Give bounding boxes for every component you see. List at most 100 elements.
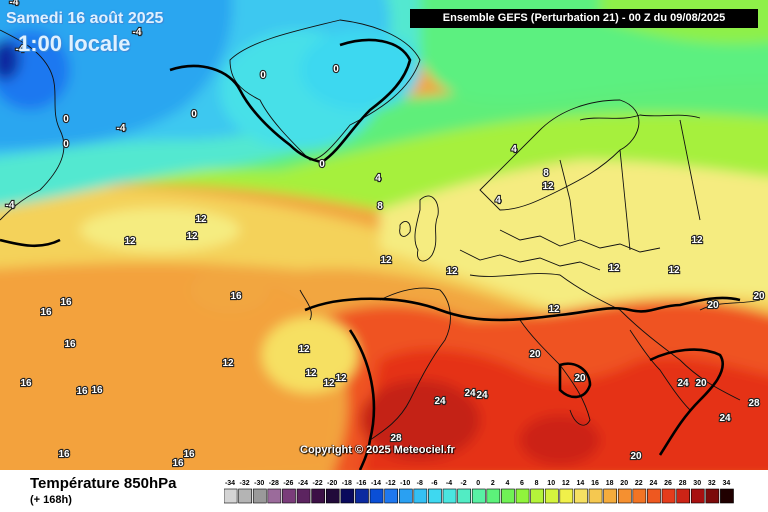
- isotherm-label: 12: [608, 263, 620, 274]
- local-time: 1:00 locale: [18, 31, 131, 56]
- forecast-step: (+ 168h): [30, 494, 72, 506]
- legend-tick-label: 12: [562, 480, 570, 487]
- legend-tick-label: -18: [342, 480, 352, 487]
- legend-tick-label: -32: [240, 480, 250, 487]
- legend-swatch: [428, 488, 442, 504]
- isotherm-label: 16: [230, 291, 242, 302]
- legend-swatch: [603, 488, 618, 504]
- legend-tick-label: -12: [386, 480, 396, 487]
- legend-swatch: [369, 488, 384, 504]
- legend-swatch: [238, 488, 253, 504]
- legend-swatch: [632, 488, 647, 504]
- legend-tick-label: 8: [535, 480, 539, 487]
- legend-tick-label: 16: [591, 480, 599, 487]
- isotherm-label: 20: [630, 451, 642, 462]
- isotherm-label: 12: [305, 368, 317, 379]
- isotherm-label: 4: [511, 144, 517, 155]
- legend-swatch: [267, 488, 282, 504]
- isotherm-label: 12: [222, 358, 234, 369]
- footer: Température 850hPa (+ 168h) -34 -32 -30 -28…: [0, 470, 768, 512]
- isotherm-label: 0: [191, 109, 197, 120]
- legend-tick-label: -22: [313, 480, 323, 487]
- isotherm-label: 20: [695, 378, 707, 389]
- legend-tick-label: 28: [679, 480, 687, 487]
- coastlines: [0, 19, 761, 441]
- legend-tick-label: 34: [723, 480, 731, 487]
- legend-tick-label: 2: [491, 480, 495, 487]
- legend-swatch: [282, 488, 296, 504]
- isotherm-label: 8: [377, 201, 383, 212]
- legend-swatch: [544, 488, 559, 504]
- isotherm-label: 16: [58, 449, 70, 460]
- isotherm-label: 12: [446, 266, 458, 277]
- isotherm-label: 16: [91, 385, 103, 396]
- legend-swatch: [515, 488, 530, 504]
- copyright: Copyright © 2025 Meteociel.fr: [300, 444, 455, 456]
- legend-tick-label: 4: [505, 480, 509, 487]
- isotherm-label: 20: [529, 349, 541, 360]
- legend-tick-label: 6: [520, 480, 524, 487]
- isotherm-label: 24: [464, 388, 476, 399]
- isotherm-label: -4: [133, 27, 142, 38]
- legend-tick-label: 22: [635, 480, 643, 487]
- legend-swatch: [442, 488, 457, 504]
- legend-swatch: [398, 488, 413, 504]
- legend-swatch: [325, 488, 340, 504]
- isotherm-label: 12: [691, 235, 703, 246]
- legend-swatch: [705, 488, 720, 504]
- temperature-field: [0, 0, 768, 470]
- legend-swatch: [647, 488, 661, 504]
- legend-swatch: [296, 488, 311, 504]
- legend-tick-label: 10: [547, 480, 555, 487]
- legend-tick-label: -6: [431, 480, 437, 487]
- legend-tick-label: -2: [460, 480, 466, 487]
- legend-swatch: [252, 488, 267, 504]
- isotherm-label: 4: [375, 173, 381, 184]
- isotherm-label: 12: [548, 304, 560, 315]
- isotherm-label: 16: [60, 297, 72, 308]
- isotherm-label: 12: [335, 373, 347, 384]
- isotherm-label: 4: [495, 195, 501, 206]
- legend-swatch: [413, 488, 428, 504]
- legend-swatch: [384, 488, 399, 504]
- isotherm-label: 0: [260, 70, 266, 81]
- legend-swatch: [311, 488, 325, 504]
- isotherm-label: 20: [707, 300, 719, 311]
- isotherm-label: 12: [124, 236, 136, 247]
- isotherm-label: -4: [10, 0, 19, 8]
- isotherm-label: 20: [753, 291, 765, 302]
- legend-tick-label: 20: [620, 480, 628, 487]
- isotherm-label: 24: [476, 390, 488, 401]
- valid-date: Samedi 16 août 2025: [6, 10, 164, 27]
- legend-tick-label: -24: [298, 480, 308, 487]
- isotherm-label: 24: [677, 378, 689, 389]
- isotherm-label: 8: [543, 168, 549, 179]
- isotherm-label: 16: [183, 449, 195, 460]
- legend-tick-label: -26: [283, 480, 293, 487]
- legend-tick-label: 24: [650, 480, 658, 487]
- isotherm-label: 12: [668, 265, 680, 276]
- legend-swatch: [574, 488, 588, 504]
- legend-tick-label: 14: [577, 480, 585, 487]
- isotherm-label: 16: [64, 339, 76, 350]
- isotherm-label: 12: [195, 214, 207, 225]
- legend-tick-label: -8: [417, 480, 423, 487]
- isotherm-label: 12: [542, 181, 554, 192]
- isotherm-label: 20: [574, 373, 586, 384]
- isotherm-label: 12: [298, 344, 310, 355]
- legend-tick-label: 0: [476, 480, 480, 487]
- legend-tick-label: 32: [708, 480, 716, 487]
- isotherm-label: 12: [186, 231, 198, 242]
- isotherm-label: -4: [6, 200, 15, 211]
- variable-title: Température 850hPa: [30, 475, 177, 492]
- legend-swatch: [617, 488, 632, 504]
- legend-swatch: [676, 488, 691, 504]
- legend-swatch: [690, 488, 705, 504]
- legend-tick-label: -28: [269, 480, 279, 487]
- legend-tick-label: -16: [356, 480, 366, 487]
- isotherm-label: 28: [390, 433, 402, 444]
- isotherm-label: 24: [719, 413, 731, 424]
- legend-swatch: [355, 488, 369, 504]
- isotherm-label: 28: [748, 398, 760, 409]
